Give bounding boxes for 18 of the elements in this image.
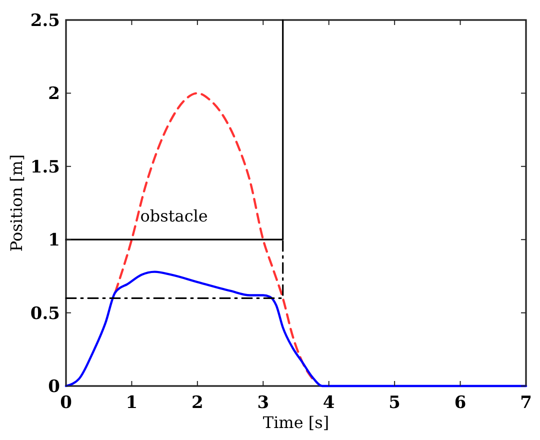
line-series <box>114 92 314 380</box>
y-tick-label: 1 <box>48 230 60 251</box>
y-tick-label: 2.5 <box>30 10 60 31</box>
y-axis-title: Position [m] <box>7 154 26 252</box>
x-tick-label: 2 <box>192 393 204 413</box>
line-series <box>64 270 528 388</box>
annotation: obstacle <box>140 206 208 226</box>
x-axis-title: Time [s] <box>262 413 330 432</box>
y-tick-label: 0 <box>48 376 60 397</box>
x-tick-label: 4 <box>322 393 335 413</box>
x-tick-label: 5 <box>388 393 400 413</box>
x-tick-label: 6 <box>454 393 466 413</box>
x-tick-label: 1 <box>126 393 138 413</box>
y-tick-label: 0.5 <box>30 304 60 324</box>
y-tick-label: 2 <box>48 84 60 104</box>
x-tick-label: 7 <box>520 393 532 413</box>
y-tick-label: 1.5 <box>30 157 60 178</box>
x-tick-label: 3 <box>257 393 270 413</box>
